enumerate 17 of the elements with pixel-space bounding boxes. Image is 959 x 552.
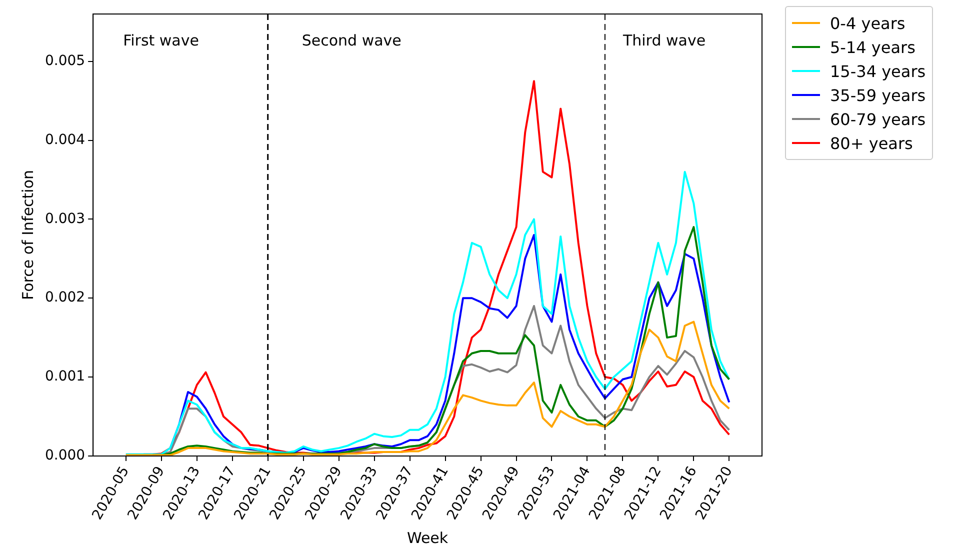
y-tick-label: 0.001 [44, 368, 86, 385]
annotation: First wave [123, 31, 199, 50]
annotation: Third wave [622, 31, 706, 50]
annotation: Second wave [302, 31, 402, 50]
y-tick-label: 0.004 [44, 132, 86, 148]
y-tick-label: 0.003 [44, 210, 86, 227]
legend-label: 60-79 years [830, 110, 926, 128]
legend-label: 0-4 years [830, 14, 906, 32]
y-axis-title: Force of Infection [18, 170, 37, 300]
y-tick-label: 0.002 [44, 290, 86, 306]
legend-label: 80+ years [830, 134, 913, 152]
y-tick-label: 0.000 [44, 448, 86, 464]
y-tick-label: 0.005 [44, 52, 86, 69]
legend-label: 5-14 years [830, 38, 916, 56]
legend-label: 15-34 years [830, 62, 926, 80]
x-axis-title: Week [406, 528, 448, 547]
legend-label: 35-59 years [830, 86, 926, 104]
